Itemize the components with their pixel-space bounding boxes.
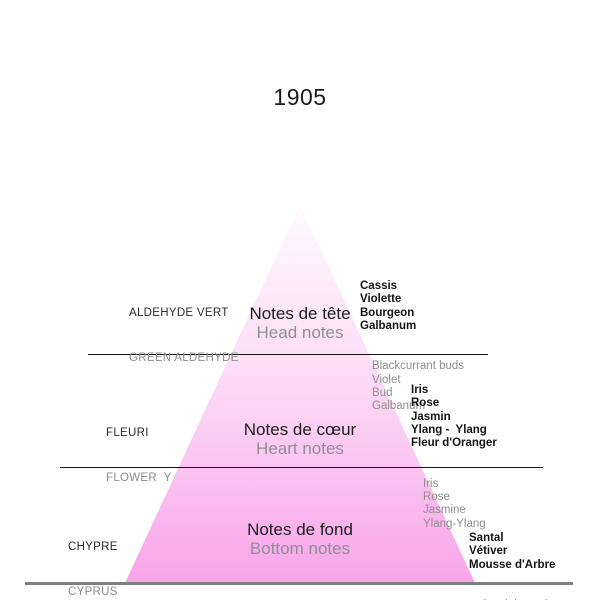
note-item: Vétiver <box>469 545 508 558</box>
section-label-base: Notes de fond Bottom notes <box>125 520 475 558</box>
notes-heart-fr: Iris Rose Jasmin Ylang - Ylang Fleur d'Orang… <box>411 384 497 451</box>
note-item: Jasmin <box>411 410 451 423</box>
notes-base-fr: Santal Vétiver Mousse d'Arbre <box>469 532 555 572</box>
section-label-base-fr: Notes de fond <box>247 520 353 539</box>
family-label-heart-en: FLOWER Y <box>106 472 172 484</box>
note-item: Galbanum <box>360 320 417 333</box>
family-label-heart-fr: FLEURI <box>106 427 149 439</box>
note-item: Jasmine <box>423 504 466 517</box>
note-item: Bourgeon <box>360 306 415 319</box>
notes-list-head: Cassis Violette Bourgeon Galbanum Blackcurr… <box>360 253 464 441</box>
divider-heart-base <box>60 467 543 468</box>
family-label-base-fr: CHYPRE <box>68 541 118 553</box>
pyramid-baseline <box>25 582 573 585</box>
family-label-head-fr: ALDEHYDE VERT <box>129 307 229 319</box>
notes-list-heart: Iris Rose Jasmin Ylang - Ylang Fleur d'Orang… <box>411 357 497 558</box>
note-item: Mousse d'Arbre <box>469 558 556 571</box>
note-item: Iris <box>423 477 439 490</box>
section-label-base-en: Bottom notes <box>249 539 351 558</box>
notes-heart-en: Iris Rose Jasmine Ylang-Ylang <box>423 478 497 532</box>
family-label-base: CHYPRE CYPRUS <box>68 510 118 600</box>
notes-head-en: Blackcurrant buds Violet Bud Galbanum <box>372 360 464 414</box>
notes-head-fr: Cassis Violette Bourgeon Galbanum <box>360 280 464 334</box>
family-label-head-en: GREEN ALDEHYDE <box>129 352 239 364</box>
note-item: Rose <box>423 491 450 504</box>
family-label-head: ALDEHYDE VERT GREEN ALDEHYDE <box>129 276 239 396</box>
family-label-heart: FLEURI FLOWER Y <box>106 396 172 516</box>
note-item: Violet <box>372 373 401 386</box>
section-label-heart-fr: Notes de cœur <box>243 420 357 439</box>
note-item: Cassis <box>360 279 398 292</box>
notes-base-en: Sandal woodVetiverOak moss <box>481 599 555 600</box>
note-item: Ylang-Ylang <box>423 517 486 530</box>
page-title: 1905 <box>273 84 327 110</box>
note-item: Ylang - Ylang <box>411 424 487 437</box>
divider-head-heart <box>88 354 488 355</box>
section-label-head-fr: Notes de tête <box>249 304 351 323</box>
note-item: Sandal wood <box>481 599 555 600</box>
note-item: Fleur d'Oranger <box>411 437 497 450</box>
section-label-heart: Notes de cœur Heart notes <box>125 420 475 458</box>
note-item: Iris <box>411 383 429 396</box>
note-item: Violette <box>360 293 402 306</box>
section-label-head: Notes de tête Head notes <box>125 304 475 342</box>
family-label-base-en: CYPRUS <box>68 586 118 598</box>
note-item: Galbanum <box>372 400 426 413</box>
note-item: Rose <box>411 397 440 410</box>
section-label-head-en: Head notes <box>256 323 344 342</box>
section-label-heart-en: Heart notes <box>256 439 344 458</box>
note-item: Santal <box>469 531 504 544</box>
note-item: Bud <box>372 387 393 400</box>
note-item: Blackcurrant buds <box>372 360 465 373</box>
